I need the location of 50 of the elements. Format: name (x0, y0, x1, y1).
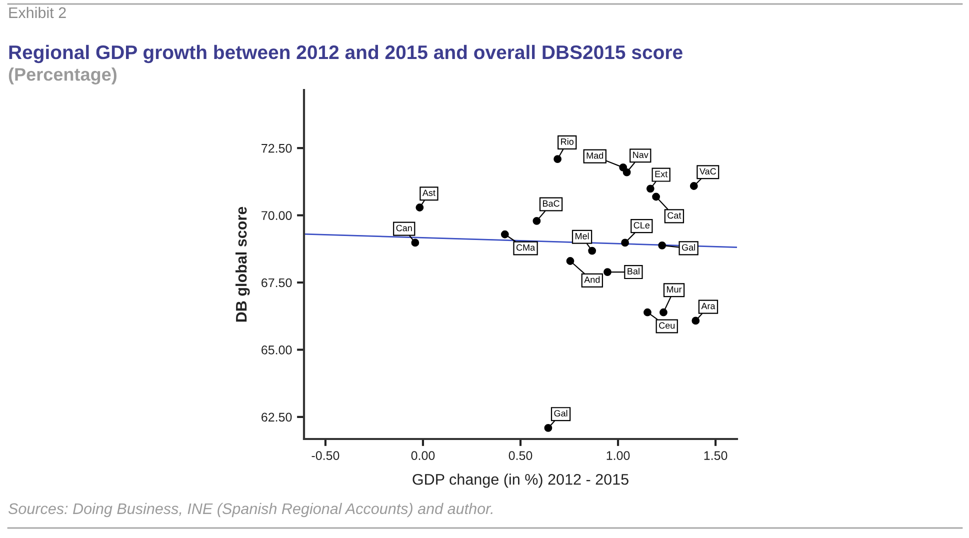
x-tick-label: 1.00 (606, 451, 630, 460)
point (658, 241, 666, 250)
point (544, 424, 552, 432)
text: Exhibit 2 (9, 6, 66, 18)
x-tick-label: -0.50 (312, 451, 340, 460)
text: (Percentage) (8, 68, 116, 84)
annotation: Ara (701, 302, 716, 310)
annotation: BaC (542, 200, 560, 207)
annotation: Mel (576, 232, 589, 240)
point (660, 308, 668, 316)
point (532, 216, 541, 225)
y-tick-label: 65.00 (262, 346, 292, 354)
source-note: Sources: Doing Business, INE (Spanish Regional Accounts) and author. (8, 502, 492, 518)
annotation: Rio (561, 138, 574, 145)
point (411, 238, 420, 247)
annotation: Gal (554, 410, 568, 417)
point (604, 268, 612, 276)
annotation: Bal (628, 268, 640, 274)
annotation: Can (396, 224, 412, 232)
y-tick-label: 72.50 (262, 144, 292, 153)
x-tick-label: 0.50 (508, 451, 532, 460)
annotation: Mad (586, 152, 604, 159)
y-axis-title: DB global score (235, 206, 250, 322)
annotation: Cat (668, 212, 682, 219)
annotation: CMa (516, 244, 536, 251)
annotation: And (584, 276, 600, 283)
point (646, 184, 654, 193)
annotation: Ext (655, 170, 668, 178)
annotation: Ceu (659, 322, 675, 329)
annotation: Nav (633, 152, 648, 158)
chart-title: Regional GDP growth between 2012 and 2015 and overall DBS2015 score (9, 44, 682, 64)
x-axis-title: GDP change (in %) 2012 - 2015 (412, 474, 628, 488)
point (690, 182, 698, 190)
point (416, 204, 424, 212)
point (652, 192, 660, 201)
point (566, 257, 574, 265)
x-tick-label: 1.50 (704, 451, 728, 460)
point (644, 308, 652, 316)
annotation: CLe (634, 222, 650, 228)
point (588, 246, 596, 255)
y-tick-label: 62.50 (262, 412, 292, 422)
point (500, 230, 509, 238)
x-tick-label: 0.00 (411, 451, 435, 460)
annotation: Gal (682, 244, 695, 251)
y-tick-label: 70.00 (262, 211, 292, 220)
annotation: Ast (422, 190, 436, 196)
annotation: VaC (699, 168, 716, 175)
annotation: Mur (666, 286, 682, 293)
y-tick-label: 67.50 (262, 278, 292, 288)
point (554, 155, 562, 164)
